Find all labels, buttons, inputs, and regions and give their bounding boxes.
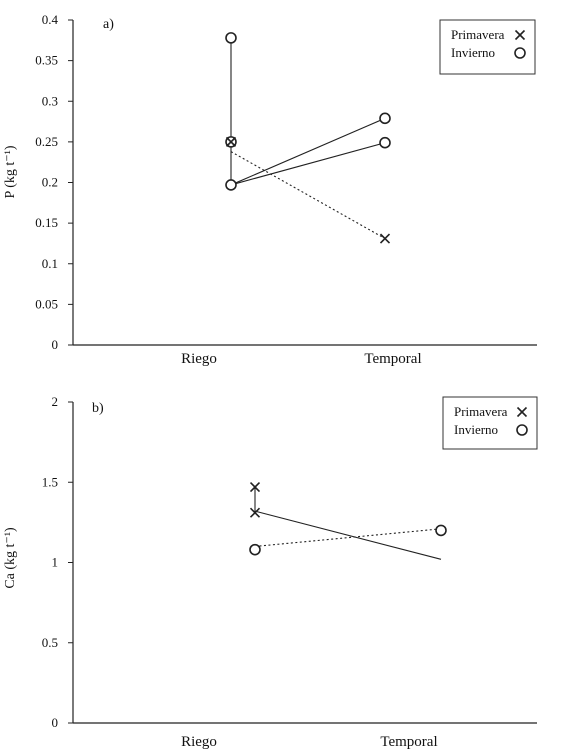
legend-label: Invierno [454,422,498,437]
x-tick-label: Riego [181,734,217,750]
x-marker-stroke [514,29,526,41]
x-marker-stroke [249,507,261,518]
x-marker-stroke [516,406,528,418]
chart-panel-1: 0 0.05 0.1 0.15 0.2 0.25 0.3 0.35 0.4 Riego Tempor… [3,12,537,367]
chart-panel-2: 0 0.5 1 1.5 2 Riego Temporal b) Ca (kg t⁻¹) Prima… [3,394,538,750]
x-tick-label: Temporal [380,734,437,750]
solid-series-line [230,142,386,186]
y-tick-label: 0.05 [35,296,58,311]
y-tick-label: 1 [52,555,59,570]
y-tick-label: 2 [52,394,59,409]
invierno-point [225,32,237,44]
x-marker-stroke [379,233,391,244]
x-marker-stroke [249,481,261,493]
legend-label: Invierno [451,45,495,60]
solid-series-line [254,510,442,560]
legend-x-marker [516,406,528,418]
primavera-point [225,136,237,147]
y-tick-label: 0.25 [35,134,58,149]
legend: Primavera Invierno [442,396,538,450]
primavera-point [249,507,261,518]
y-tick-label: 0.5 [42,635,58,650]
legend: Primavera Invierno [439,19,536,75]
dotted-series-line [230,151,386,240]
y-axis-label: P (kg t⁻¹) [3,145,18,198]
primavera-point [379,233,391,244]
dotted-series-line [254,528,442,547]
legend-label: Primavera [454,404,508,419]
legend-x-marker [514,29,526,41]
legend-label: Primavera [451,27,505,42]
y-tick-label: 0.35 [35,53,58,68]
invierno-point [435,524,447,537]
y-tick-label: 0.4 [42,12,59,27]
y-tick-label: 0.2 [42,175,58,190]
panel-label: b) [92,401,104,416]
legend-box [439,19,536,75]
invierno-point [379,112,391,125]
x-marker-stroke [225,136,237,147]
y-tick-label: 0 [52,715,59,730]
legend-box [442,396,538,450]
y-tick-label: 0.1 [42,256,58,271]
invierno-point [379,136,391,149]
primavera-point [249,481,261,493]
legend-circle-marker [514,47,526,59]
y-tick-label: 0 [52,337,59,352]
x-tick-label: Riego [181,351,217,367]
x-tick-label: Temporal [364,351,421,367]
legend-circle-marker [516,424,528,436]
invierno-point [225,179,237,191]
solid-series-line [230,117,386,186]
panel-label: a) [103,17,114,32]
y-tick-label: 1.5 [42,474,58,489]
invierno-point [249,543,261,556]
y-tick-label: 0.15 [35,215,58,230]
y-axis-label: Ca (kg t⁻¹) [3,527,18,589]
y-tick-label: 0.3 [42,93,58,108]
